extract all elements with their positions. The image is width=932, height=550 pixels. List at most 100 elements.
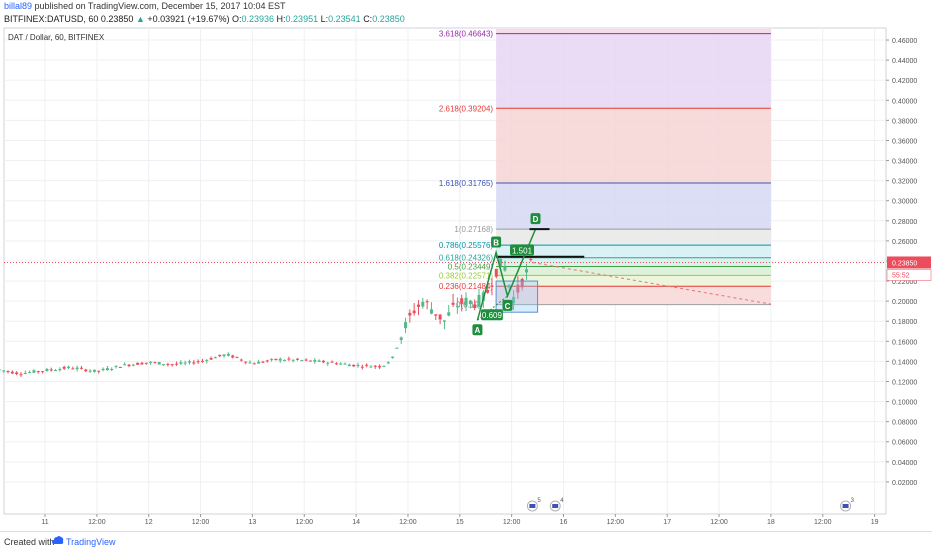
candle-body [15, 372, 19, 375]
candle-body [105, 368, 109, 371]
candle-body [287, 358, 291, 360]
fib-level-label: 0.382(0.22571) [439, 271, 494, 280]
created-with-text: Created with [4, 537, 55, 547]
author-link[interactable]: billal89 [4, 1, 33, 11]
range-box [495, 280, 539, 313]
candle-body [399, 337, 403, 341]
candle-body [304, 359, 308, 361]
candle-body [244, 361, 248, 363]
candle-body [19, 374, 23, 376]
ratio-badge-ab [480, 309, 503, 321]
y-tick-label: 0.06000 [892, 440, 917, 447]
candle-body [101, 368, 105, 371]
candle-body [352, 364, 356, 367]
x-tick-label: 12:00 [710, 519, 728, 526]
candle-body [36, 371, 40, 373]
tradingview-link[interactable]: TradingView [66, 537, 116, 547]
candle-body [62, 366, 66, 369]
candle-body [170, 364, 174, 366]
y-tick-label: 0.28000 [892, 219, 917, 226]
fib-band [496, 245, 771, 258]
candle-body [140, 362, 144, 365]
harmonic-ac-line [477, 295, 508, 321]
candle-body [218, 354, 222, 357]
footer: Created with TradingView [0, 531, 932, 550]
candle-body [136, 362, 140, 365]
candle-body [157, 362, 161, 365]
candle-body [360, 366, 364, 368]
candle-body [196, 361, 200, 363]
candle-body [175, 363, 179, 365]
candle-body [330, 361, 334, 363]
candle-body [300, 360, 304, 362]
fib-level-label: 3.618(0.46643) [439, 30, 494, 39]
price-chart[interactable]: 0.236(0.21484) 0.382(0.22571)0.5(0.23449)… [0, 26, 932, 531]
candle-body [67, 366, 71, 368]
ratio-label-bd: 1.501 [512, 246, 533, 255]
countdown-badge [886, 269, 932, 281]
candle-body [2, 370, 6, 372]
candle-body [438, 314, 442, 320]
candle-body [464, 297, 468, 306]
candle-body [503, 266, 507, 271]
ratio-badge-bd [510, 244, 535, 256]
candle-body [75, 367, 79, 370]
high-value: 0.23951 [285, 14, 319, 24]
candle-body [468, 300, 472, 305]
open-value: 0.23936 [241, 14, 275, 24]
candle-body [520, 278, 524, 288]
y-tick-label: 0.18000 [892, 319, 917, 326]
candle-body [278, 358, 282, 361]
candle-body [248, 362, 252, 364]
event-count: 3 [851, 498, 855, 504]
candle-body [118, 366, 122, 368]
candle-body [144, 362, 148, 364]
fib-level-label-0: 0(0.19 [456, 301, 479, 310]
harmonic-point-badge [491, 236, 502, 248]
x-tick-label: 12:00 [814, 519, 832, 526]
countdown-label: 55:52 [892, 272, 910, 279]
us-flag-icon-stripe [529, 504, 536, 508]
candle-body [494, 268, 498, 277]
candle-body [166, 364, 170, 366]
candle-body [404, 322, 408, 329]
event-count: 4 [560, 498, 564, 504]
low-label: L: [320, 14, 329, 24]
harmonic-point-badge [502, 299, 513, 311]
x-tick-label: 12:00 [192, 519, 210, 526]
fib-level-label: 1.618(0.31765) [439, 179, 494, 188]
high-label: H: [276, 14, 286, 24]
candle-body [10, 371, 14, 374]
candle-body [131, 364, 135, 366]
candle-body [442, 320, 446, 322]
x-tick-label: 18 [767, 519, 775, 526]
candle-body [334, 363, 338, 365]
x-tick-label: 16 [560, 519, 568, 526]
fib-band [496, 182, 771, 230]
x-tick-label: 19 [871, 519, 879, 526]
current-price-badge [887, 256, 931, 269]
harmonic-point-badge [530, 213, 541, 225]
candle-body [261, 361, 265, 363]
candle-body [222, 354, 226, 356]
candle-body [213, 357, 217, 359]
candle-body [429, 309, 433, 314]
x-tick-label: 12:00 [399, 519, 417, 526]
candle-body [529, 259, 533, 261]
candle-body [123, 364, 127, 366]
last-price: 0.23850 [100, 14, 134, 24]
candle-body [507, 285, 511, 288]
y-tick-label: 0.04000 [892, 460, 917, 467]
fib-level-label: 1(0.27168) [454, 225, 493, 234]
candle-body [205, 360, 209, 362]
candle-body [149, 361, 153, 363]
candle-body [58, 368, 62, 371]
fib-band [496, 33, 771, 109]
y-tick-label: 0.22000 [892, 279, 917, 286]
candle-body [265, 360, 269, 362]
y-tick-label: 0.08000 [892, 420, 917, 427]
y-tick-label: 0.46000 [892, 38, 917, 45]
candle-body [343, 363, 347, 365]
candle-body [516, 284, 520, 293]
candle-body [455, 306, 459, 308]
